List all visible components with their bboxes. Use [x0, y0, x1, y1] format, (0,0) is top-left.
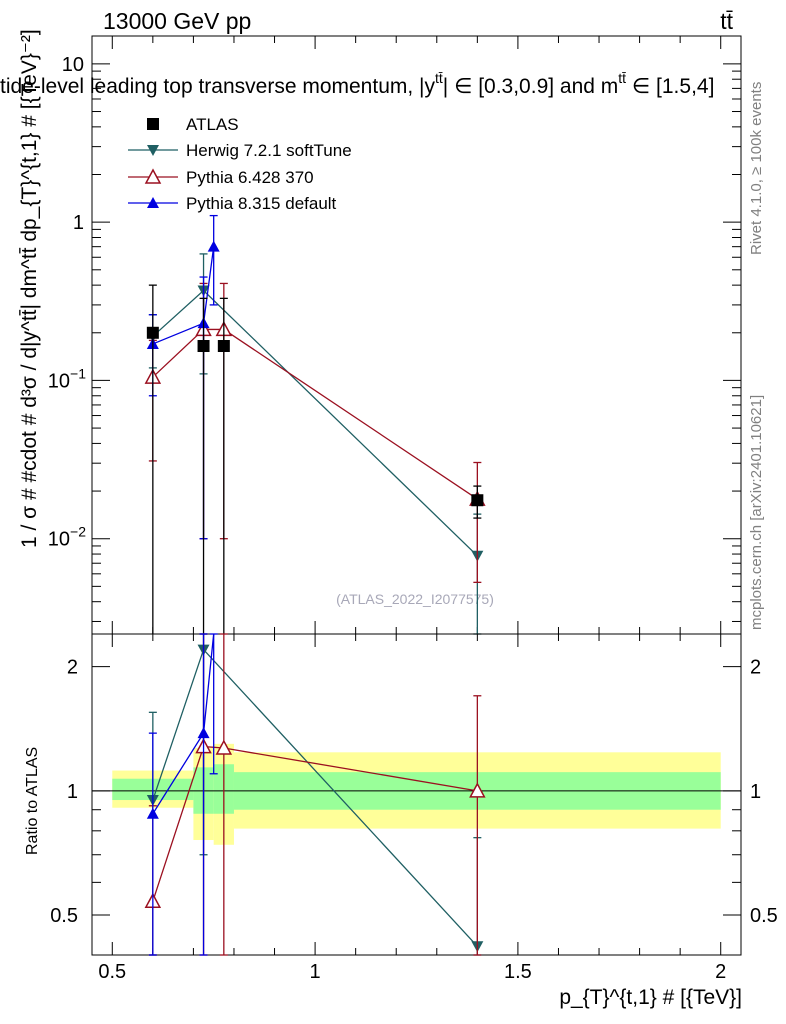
main-ylabel: 1 / σ # #cdot # d³σ / d|y^tt̄| dm^tt̄ dp… — [18, 29, 41, 548]
ratio-pythia8-point — [197, 727, 210, 739]
energy-label: 13000 GeV pp — [103, 8, 251, 34]
process-label: tt̄ — [720, 8, 733, 34]
ratio-pythia8-point — [146, 807, 159, 819]
ratio-y-tick-label: 1 — [67, 781, 78, 803]
rivet-version-label: Rivet 4.1.0, ≥ 100k events — [748, 82, 765, 255]
legend-label-herwig: Herwig 7.2.1 softTune — [186, 141, 352, 160]
legend: ATLAS Herwig 7.2.1 softTune Pythia 6.428 3… — [128, 115, 352, 213]
legend-marker-pythia6 — [144, 168, 162, 184]
analysis-watermark: (ATLAS_2022_I2077575) — [336, 591, 494, 607]
mcplots-label: mcplots.cern.ch [arXiv:2401.10621] — [748, 395, 765, 630]
ratio-y-tick-label-right: 2 — [750, 657, 761, 679]
y-tick-label: 10 — [62, 54, 84, 76]
ratio-frame — [91, 633, 742, 956]
legend-marker-herwig — [147, 145, 159, 156]
ratio-y-tick-label: 2 — [67, 657, 78, 679]
y-tick-label: 10−2 — [48, 524, 86, 551]
main-pythia6-line — [152, 328, 478, 500]
y-tick-label: 1 — [73, 212, 84, 234]
x-tick-label: 0.5 — [98, 961, 126, 983]
ratio-y-tick-label-right: 1 — [750, 781, 761, 803]
x-tick-label: 1 — [310, 961, 321, 983]
ratio-y-tick-label: 0.5 — [50, 905, 78, 927]
x-tick-label: 1.5 — [504, 961, 532, 983]
y-tick-label: 10−1 — [48, 365, 86, 392]
main-atlas-point — [471, 494, 484, 507]
ratio-y-tick-label-right: 0.5 — [750, 905, 778, 927]
legend-label-pythia8: Pythia 8.315 default — [186, 194, 337, 213]
legend-label-pythia6: Pythia 6.428 370 — [186, 168, 314, 187]
ratio-panel: 0.5 1 1.5 2 0.5 0.5 1 1 2 2 — [50, 633, 778, 983]
ratio-pythia6-point — [469, 782, 486, 798]
x-tick-label: 2 — [715, 961, 726, 983]
legend-marker-atlas — [147, 118, 159, 130]
plot-title: tide-level leading top transverse moment… — [0, 70, 714, 98]
ratio-ylabel: Ratio to ATLAS — [24, 747, 41, 855]
main-pythia8-point — [207, 240, 220, 252]
ratio-pythia6-point — [215, 739, 233, 755]
main-atlas-point — [197, 340, 210, 353]
main-atlas-point — [146, 326, 159, 339]
main-panel: 10−2 10−1 1 10 — [48, 35, 742, 635]
ratio-xlabel: p_{T}^{t,1} # [{TeV}] — [559, 986, 742, 1009]
legend-marker-pythia8 — [147, 197, 159, 208]
main-atlas-point — [217, 340, 230, 353]
legend-label-atlas: ATLAS — [186, 115, 239, 134]
